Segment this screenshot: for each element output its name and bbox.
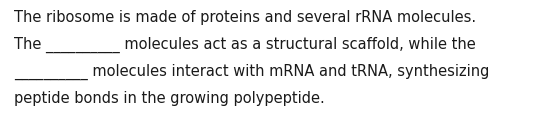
Text: __________ molecules interact with mRNA and tRNA, synthesizing: __________ molecules interact with mRNA … [14, 64, 489, 80]
Text: The __________ molecules act as a structural scaffold, while the: The __________ molecules act as a struct… [14, 37, 476, 53]
Text: The ribosome is made of proteins and several rRNA molecules.: The ribosome is made of proteins and sev… [14, 10, 476, 25]
Text: peptide bonds in the growing polypeptide.: peptide bonds in the growing polypeptide… [14, 91, 325, 106]
